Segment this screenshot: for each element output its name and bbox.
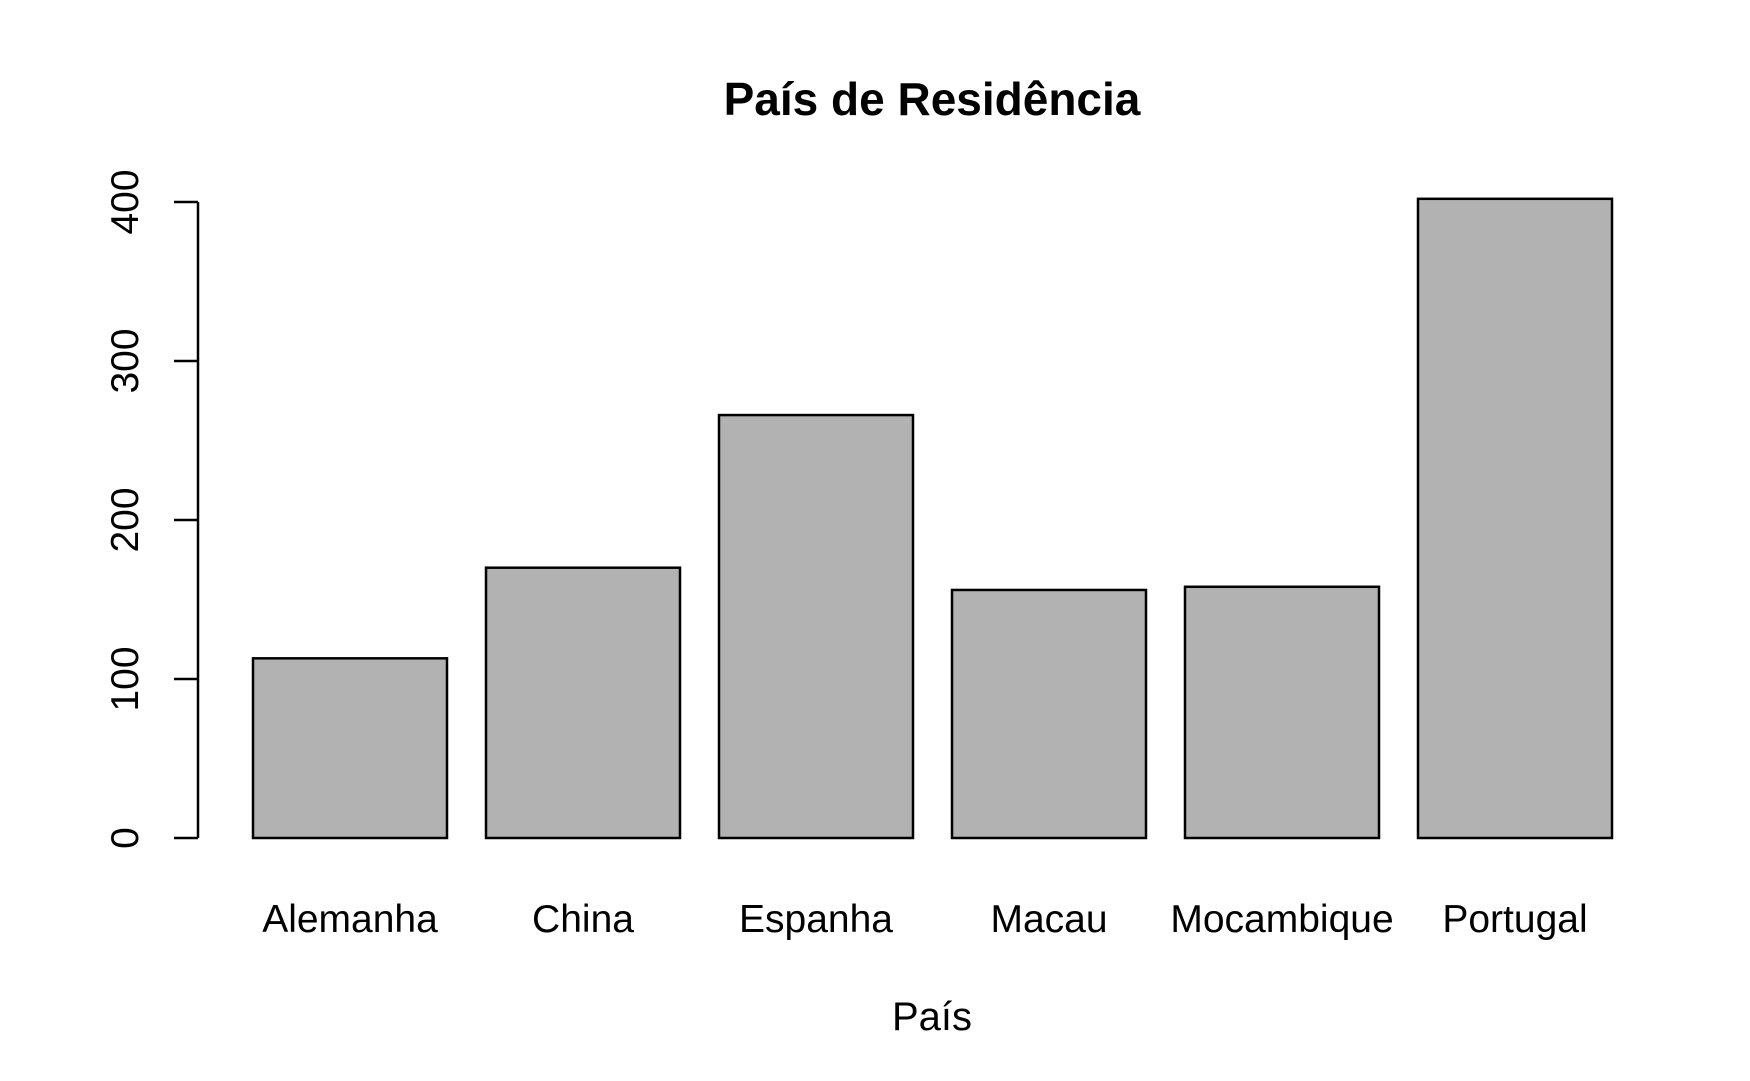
x-category-label: Portugal (1442, 898, 1587, 941)
bar-china (484, 566, 682, 840)
bar-mocambique (1183, 585, 1381, 840)
x-category-label: Espanha (739, 898, 893, 941)
y-tick-label: 300 (104, 328, 147, 393)
bar-portugal (1416, 197, 1614, 840)
x-axis-title: País (892, 995, 972, 1039)
x-category-label: Mocambique (1170, 898, 1393, 941)
bar-alemanha (251, 657, 449, 840)
y-tick-label: 0 (104, 827, 147, 849)
y-tick-label: 400 (104, 169, 147, 234)
bar-espanha (717, 413, 915, 840)
y-tick-label: 100 (104, 646, 147, 711)
chart-title: País de Residência (724, 73, 1141, 125)
bar-macau (950, 588, 1148, 840)
x-category-label: Alemanha (262, 898, 438, 941)
y-tick-label: 200 (104, 487, 147, 552)
bars-layer (251, 197, 1614, 840)
x-category-label: China (532, 898, 634, 941)
y-axis: 0 100 200 300 400 (104, 169, 200, 849)
x-category-label: Macau (990, 898, 1107, 941)
x-axis-categories: Alemanha China Espanha Macau Mocambique Portu… (262, 898, 1587, 941)
